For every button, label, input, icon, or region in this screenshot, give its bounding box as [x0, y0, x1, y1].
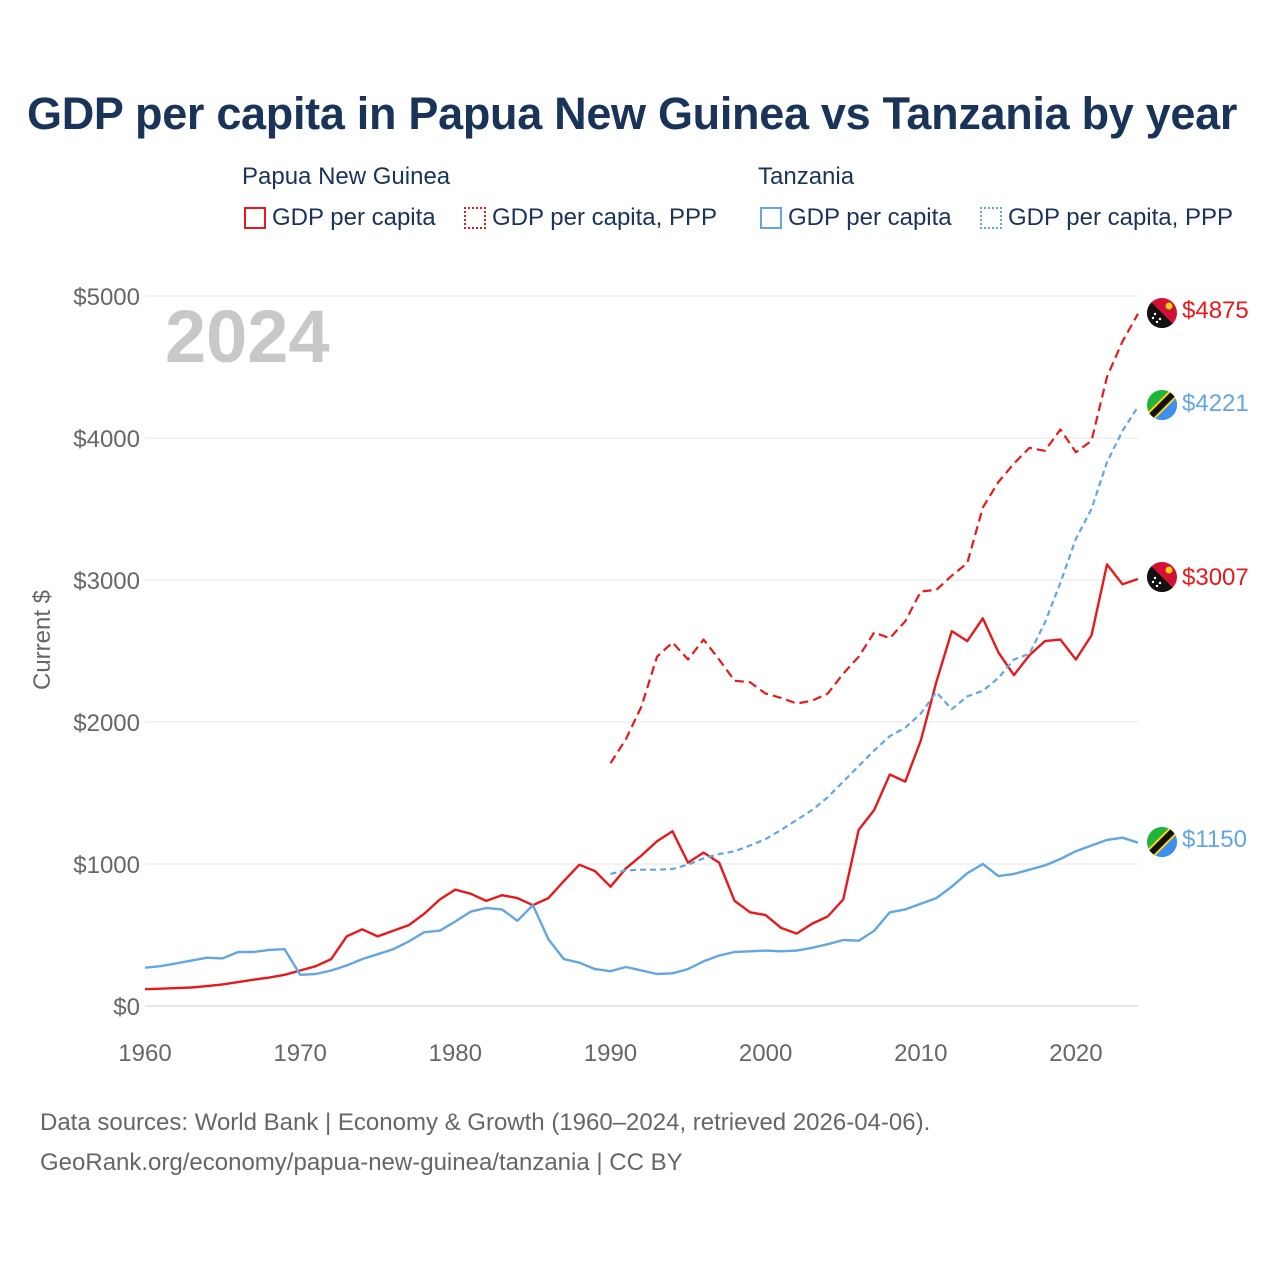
- legend-label: GDP per capita, PPP: [1008, 204, 1233, 231]
- x-tick-label: 1980: [429, 1040, 482, 1067]
- y-tick-label: $5000: [73, 284, 140, 311]
- x-tick-label: 2020: [1049, 1040, 1102, 1067]
- year-watermark: 2024: [165, 295, 330, 378]
- y-tick-label: $1000: [73, 852, 140, 879]
- papua-new-guinea-flag-icon: [1147, 562, 1177, 592]
- tanzania-flag-icon: [1147, 827, 1177, 857]
- series-line-3[interactable]: [610, 406, 1139, 875]
- tanzania-flag-icon: [1147, 390, 1177, 420]
- series-line-0[interactable]: [144, 563, 1139, 991]
- series-line-2[interactable]: [144, 836, 1139, 976]
- x-tick-label: 2010: [894, 1040, 947, 1067]
- footer-sources: Data sources: World Bank | Economy & Gro…: [40, 1109, 931, 1136]
- x-tick-label: 1970: [273, 1040, 326, 1067]
- end-label-tza-ppp: $4221: [1182, 390, 1249, 417]
- y-tick-label: $3000: [73, 568, 140, 595]
- y-tick-label: $4000: [73, 426, 140, 453]
- legend-swatch-solid-icon: [244, 207, 266, 229]
- legend-label: GDP per capita: [272, 204, 436, 231]
- legend-label: GDP per capita: [788, 204, 952, 231]
- legend-tza-gdp-ppp[interactable]: GDP per capita, PPP: [980, 204, 1233, 232]
- legend-swatch-dotted-icon: [464, 207, 486, 229]
- footer-credit[interactable]: GeoRank.org/economy/papua-new-guinea/tan…: [40, 1149, 683, 1176]
- series-line-1[interactable]: [609, 313, 1139, 764]
- y-axis-label: Current $: [29, 590, 56, 690]
- chart-title: GDP per capita in Papua New Guinea vs Ta…: [27, 88, 1238, 139]
- x-tick-label: 2000: [739, 1040, 792, 1067]
- end-label-png-ppp: $4875: [1182, 297, 1249, 324]
- legend-group-tza: Tanzania: [758, 163, 855, 190]
- legend-group-png: Papua New Guinea: [242, 163, 451, 190]
- y-tick-label: $0: [113, 994, 140, 1021]
- y-tick-label: $2000: [73, 710, 140, 737]
- legend-png-gdp-ppp[interactable]: GDP per capita, PPP: [464, 204, 717, 232]
- legend-label: GDP per capita, PPP: [492, 204, 717, 231]
- papua-new-guinea-flag-icon: [1147, 298, 1177, 328]
- x-tick-label: 1960: [118, 1040, 171, 1067]
- x-tick-label: 1990: [584, 1040, 637, 1067]
- legend-swatch-solid-icon: [760, 207, 782, 229]
- legend-png-gdp[interactable]: GDP per capita: [244, 204, 436, 232]
- legend-tza-gdp[interactable]: GDP per capita: [760, 204, 952, 232]
- end-label-tza-gdp: $1150: [1182, 826, 1247, 853]
- legend-swatch-dotted-icon: [980, 207, 1002, 229]
- end-label-png-gdp: $3007: [1182, 564, 1249, 591]
